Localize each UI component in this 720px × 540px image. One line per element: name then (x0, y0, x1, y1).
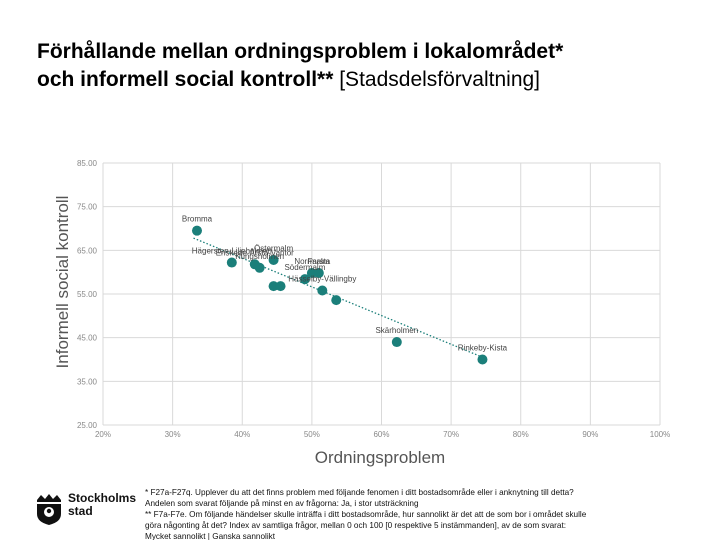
y-tick-label: 35.00 (77, 377, 98, 386)
data-point (306, 268, 317, 279)
data-point (313, 268, 324, 279)
data-label: Enskede-Årsta-Vantör (216, 248, 294, 257)
x-tick-label: 50% (304, 430, 320, 439)
data-point (254, 262, 265, 273)
data-label: Södermalm (284, 263, 325, 272)
data-point (391, 337, 402, 348)
data-point (275, 281, 286, 292)
title-line-1: Förhållande mellan ordningsproblem i lok… (37, 40, 564, 63)
data-point (191, 225, 202, 236)
x-tick-label: 60% (373, 430, 389, 439)
page-title: Förhållande mellan ordningsproblem i lok… (37, 38, 697, 94)
y-tick-label: 75.00 (77, 203, 98, 212)
data-label: Norrmalm (294, 257, 329, 266)
data-point (268, 254, 279, 265)
crown-shield-icon (37, 494, 61, 525)
data-point (331, 295, 342, 306)
data-label: Hässelby-Vällingby (288, 275, 356, 284)
data-label: Rinkeby-Kista (458, 344, 508, 353)
data-point (226, 257, 237, 268)
logo-text: Stockholms stad (68, 491, 137, 518)
footnote-line: Andelen som svarat följande på minst en … (145, 499, 419, 508)
data-label: Hägersten-Liljeholmen (192, 247, 272, 256)
y-tick-label: 65.00 (77, 246, 98, 255)
x-tick-label: 70% (443, 430, 459, 439)
data-label: Kungsholmen (235, 252, 284, 261)
x-tick-label: 20% (95, 430, 111, 439)
x-tick-label: 80% (513, 430, 529, 439)
data-point (299, 274, 310, 285)
data-label: Bromma (182, 215, 213, 224)
x-tick-label: 100% (650, 430, 670, 439)
y-tick-label: 85.00 (77, 159, 98, 168)
footnote-line: Mycket sannolikt | Ganska sannolikt (145, 532, 276, 540)
stockholms-stad-logo: Stockholms stad (34, 492, 144, 526)
data-label: Östermalm (254, 244, 293, 253)
y-tick-label: 25.00 (77, 421, 98, 430)
title-line-2: och informell social kontroll** [Stadsde… (37, 68, 541, 91)
data-point (268, 281, 279, 292)
x-tick-label: 30% (165, 430, 181, 439)
data-point (477, 354, 488, 365)
x-tick-label: 40% (234, 430, 250, 439)
x-tick-label: 90% (582, 430, 598, 439)
data-label: Farsta (308, 257, 331, 266)
data-point (317, 285, 328, 296)
footnotes: * F27a-F27q. Upplever du att det finns p… (145, 487, 695, 540)
x-axis-title: Ordningsproblem (314, 448, 446, 467)
footnote-line: * F27a-F27q. Upplever du att det finns p… (145, 488, 574, 497)
footnote-line: göra någonting åt det? Index av samtliga… (145, 521, 566, 530)
y-axis-title: Informell social kontroll (53, 195, 72, 369)
footnote-line: ** F7a-F7e. Om följande händelser skulle… (145, 510, 587, 519)
data-label: Skärholmen (375, 326, 418, 335)
y-tick-label: 45.00 (77, 334, 98, 343)
y-tick-label: 55.00 (77, 290, 98, 299)
